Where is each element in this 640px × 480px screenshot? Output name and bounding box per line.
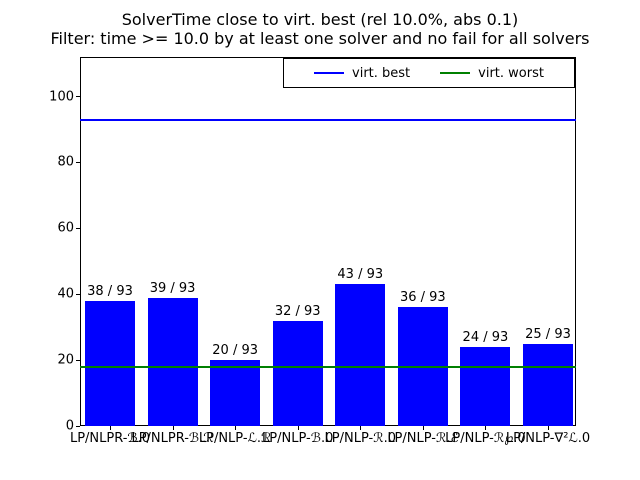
virt-worst-line-icon (440, 72, 471, 74)
bar-value-label: 25 / 93 (525, 326, 571, 342)
chart-title-line1: SolverTime close to virt. best (rel 10.0… (121, 10, 519, 29)
bar (85, 300, 135, 426)
y-tick-mark (76, 227, 80, 229)
chart-title-line2: Filter: time >= 10.0 by at least one sol… (50, 29, 590, 48)
legend-entry-virt-worst: virt. worst (440, 66, 544, 81)
bar-value-label: 43 / 93 (337, 267, 384, 283)
bar-value-label: 24 / 93 (462, 329, 509, 345)
x-tick-mark (110, 426, 111, 430)
y-tick-mark (76, 359, 80, 361)
y-tick-mark (76, 161, 80, 163)
y-tick-mark (76, 293, 80, 295)
x-tick-label: LP/NLP-∇²ℒ.0 (505, 431, 591, 446)
bar (335, 284, 386, 426)
x-tick-label: LP/NLPR-ℬ.0 (69, 431, 151, 446)
y-tick-label: 40 (57, 286, 74, 302)
bar-value-label: 32 / 93 (274, 303, 321, 319)
virt-best-line (80, 118, 576, 121)
y-tick-mark (76, 96, 80, 98)
legend-entry-virt-best: virt. best (314, 66, 410, 81)
y-tick-label: 60 (57, 220, 74, 236)
x-tick-mark (360, 426, 362, 430)
y-tick-label: 80 (57, 154, 74, 170)
x-tick-mark (297, 426, 299, 430)
chart-title: SolverTime close to virt. best (rel 10.0… (20, 10, 620, 48)
x-tick-mark (485, 426, 487, 430)
bar (147, 297, 198, 426)
bar-value-label: 36 / 93 (399, 290, 446, 306)
x-tick-label: LP/NLP-ℛ℘.0 (445, 431, 526, 446)
legend-label-virt-worst: virt. worst (478, 65, 544, 81)
x-tick-label: LP/NLP-ℬ.0 (262, 431, 334, 446)
bar-value-label: 20 / 93 (212, 343, 259, 359)
bar (210, 360, 261, 426)
bar (460, 346, 511, 426)
virt-worst-line (80, 365, 576, 368)
virt-best-line-icon (314, 72, 345, 74)
legend-label-virt-best: virt. best (352, 65, 411, 81)
legend: virt. best virt. worst (283, 58, 575, 88)
x-tick-label: LP/NLP-ℒ.ℛ (198, 431, 272, 446)
y-tick-label: 20 (57, 352, 74, 368)
x-tick-label: LP/NLPR-ℬ.ℛ (131, 431, 214, 446)
bar-value-label: 39 / 93 (149, 280, 196, 296)
y-tick-mark (76, 425, 80, 427)
x-tick-mark (172, 426, 174, 430)
x-tick-mark (548, 426, 549, 430)
y-tick-label: 0 (65, 418, 74, 434)
x-tick-label: LP/NLP-ℛ.0 (324, 431, 397, 446)
x-tick-mark (235, 426, 237, 430)
bar-value-label: 38 / 93 (87, 283, 133, 299)
bar (272, 320, 323, 426)
bar (523, 343, 573, 426)
x-tick-mark (422, 426, 424, 430)
x-tick-label: LP/NLP-ℛ.ℰ (387, 431, 459, 446)
y-tick-label: 100 (49, 89, 74, 105)
